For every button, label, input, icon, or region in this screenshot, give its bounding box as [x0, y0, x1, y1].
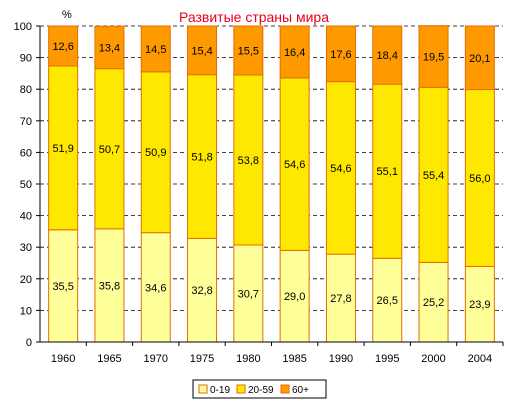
legend-swatch-0-19: [198, 384, 208, 394]
y-tick-label: 100: [14, 21, 32, 33]
bar-segment-60+: [279, 25, 310, 79]
x-tick-label: 1975: [190, 353, 214, 365]
x-tick-label: 1990: [329, 353, 353, 365]
data-label: 16,4: [284, 47, 305, 59]
x-tick-label: 2004: [468, 353, 492, 365]
x-tick-label: 2000: [421, 353, 445, 365]
data-label: 51,9: [52, 143, 73, 155]
y-axis-unit-label: %: [62, 9, 72, 21]
data-label: 51,8: [191, 152, 212, 164]
data-label: 13,4: [99, 42, 120, 54]
legend-box: [192, 379, 327, 399]
bar-segment-0-19: [140, 232, 171, 343]
bar-segment-0-19: [187, 237, 218, 343]
legend-label: 0-19: [210, 385, 230, 396]
bar-segment-60+: [233, 25, 264, 76]
bar-segment-60+: [140, 25, 171, 73]
legend: 0-19 20-59 60+: [192, 379, 327, 399]
y-tick-label: 0: [26, 337, 32, 349]
data-label: 34,6: [145, 282, 166, 294]
bar-segment-0-19: [464, 265, 495, 343]
bar-segment-60+: [48, 25, 79, 67]
data-label: 54,6: [330, 163, 351, 175]
legend-swatch-20-59: [236, 384, 246, 394]
bar-segment-60+: [418, 25, 449, 88]
data-label: 35,8: [99, 280, 120, 292]
chart-title: Развитые страны мира: [179, 9, 329, 25]
bar-segment-20-59: [372, 83, 403, 259]
bar-segment-60+: [372, 25, 403, 85]
x-tick-label: 1960: [51, 353, 75, 365]
bar-segment-0-19: [372, 257, 403, 343]
bar-segment-20-59: [464, 89, 495, 267]
legend-label: 60+: [292, 385, 309, 396]
bar-segment-20-59: [187, 74, 218, 239]
x-tick-label: 1995: [375, 353, 399, 365]
x-tick-label: 1980: [236, 353, 260, 365]
data-label: 18,4: [377, 50, 398, 62]
data-label: 25,2: [423, 297, 444, 309]
bar-segment-20-59: [325, 81, 356, 255]
y-tick-label: 20: [20, 274, 32, 286]
data-label: 50,7: [99, 144, 120, 156]
data-label: 27,8: [330, 293, 351, 305]
data-label: 50,9: [145, 147, 166, 159]
y-tick-label: 80: [20, 84, 32, 96]
y-tick-label: 90: [20, 53, 32, 65]
bar-segment-0-19: [233, 244, 264, 343]
bar-segment-60+: [464, 25, 495, 91]
bar-segment-20-59: [140, 71, 171, 234]
data-label: 20,1: [469, 53, 490, 65]
axes: 0 10 20 30 40 50 60 70 80 90 100 1960 1965 1970 1975 19…: [14, 21, 504, 365]
bars: [48, 25, 495, 343]
data-label: 15,5: [238, 45, 259, 57]
data-label: 55,4: [423, 170, 444, 182]
legend-swatch-60+: [280, 384, 290, 394]
bar-segment-20-59: [279, 77, 310, 251]
bar-segment-20-59: [94, 68, 125, 230]
data-label: 29,0: [284, 291, 305, 303]
data-label: 53,8: [238, 155, 259, 167]
y-tick-label: 40: [20, 211, 32, 223]
data-label: 12,6: [52, 41, 73, 53]
data-label: 26,5: [377, 295, 398, 307]
x-tick-label: 1985: [282, 353, 306, 365]
data-label: 19,5: [423, 51, 444, 63]
y-tick-label: 70: [20, 116, 32, 128]
data-label: 14,5: [145, 44, 166, 56]
data-label: 15,4: [191, 45, 212, 57]
y-tick-label: 60: [20, 147, 32, 159]
data-label: 55,1: [377, 166, 398, 178]
bar-segment-60+: [94, 25, 125, 70]
data-labels: 35,5 51,9 12,6 35,8 50,7 13,4 34,6 50,9 14,5 32,8…: [52, 41, 490, 311]
y-tick-label: 30: [20, 242, 32, 254]
data-label: 23,9: [469, 299, 490, 311]
data-label: 35,5: [52, 281, 73, 293]
data-label: 32,8: [191, 285, 212, 297]
x-tick-label: 1965: [97, 353, 121, 365]
bar-segment-0-19: [94, 228, 125, 343]
bar-segment-60+: [187, 25, 218, 76]
y-tick-label: 10: [20, 305, 32, 317]
x-tick-label: 1970: [144, 353, 168, 365]
data-label: 30,7: [238, 288, 259, 300]
bar-segment-20-59: [418, 86, 449, 263]
bar-segment-0-19: [418, 261, 449, 343]
legend-label: 20-59: [248, 385, 274, 396]
bar-segment-60+: [325, 25, 356, 83]
data-label: 54,6: [284, 159, 305, 171]
data-label: 17,6: [330, 49, 351, 61]
y-tick-label: 50: [20, 179, 32, 191]
data-label: 56,0: [469, 173, 490, 185]
bar-segment-20-59: [48, 65, 79, 231]
